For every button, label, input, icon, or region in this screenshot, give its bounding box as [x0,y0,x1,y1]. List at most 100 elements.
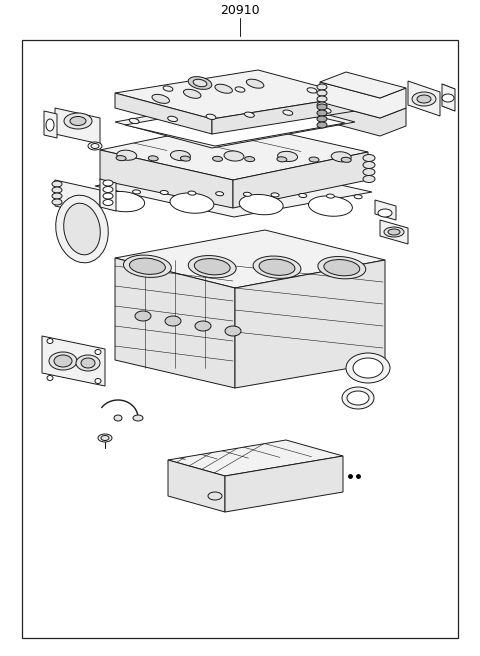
Ellipse shape [225,326,241,336]
Ellipse shape [318,256,366,279]
Ellipse shape [244,112,254,117]
Ellipse shape [103,186,113,192]
Ellipse shape [81,358,95,368]
Ellipse shape [324,260,360,276]
Ellipse shape [163,86,173,91]
Polygon shape [115,230,385,288]
Ellipse shape [88,142,102,150]
Ellipse shape [347,391,369,405]
Polygon shape [320,72,406,98]
Ellipse shape [47,338,53,344]
Ellipse shape [299,194,307,197]
Ellipse shape [309,157,319,162]
Ellipse shape [317,90,327,96]
Ellipse shape [116,155,126,161]
Ellipse shape [206,114,216,119]
Ellipse shape [129,118,139,123]
Ellipse shape [114,415,122,421]
Ellipse shape [54,355,72,367]
Ellipse shape [103,193,113,199]
Ellipse shape [245,157,255,161]
Ellipse shape [417,95,431,103]
Polygon shape [55,180,100,216]
Polygon shape [100,122,368,180]
Ellipse shape [331,152,351,162]
Ellipse shape [103,180,113,186]
Ellipse shape [384,227,404,237]
Ellipse shape [52,181,62,187]
Polygon shape [212,96,355,134]
Ellipse shape [64,113,92,129]
Polygon shape [44,111,57,138]
Ellipse shape [95,379,101,384]
Ellipse shape [277,157,287,162]
Polygon shape [380,220,408,244]
Ellipse shape [132,190,141,194]
Ellipse shape [243,192,252,196]
Ellipse shape [133,415,143,421]
Ellipse shape [188,256,236,278]
Ellipse shape [95,350,101,354]
Ellipse shape [56,195,108,263]
Polygon shape [115,93,212,134]
Ellipse shape [52,193,62,199]
Ellipse shape [135,311,151,321]
Ellipse shape [317,116,327,122]
Ellipse shape [193,79,207,87]
Polygon shape [95,161,372,217]
Ellipse shape [356,360,380,376]
Ellipse shape [49,352,77,370]
Ellipse shape [76,355,100,371]
Polygon shape [115,96,355,148]
Ellipse shape [180,156,191,161]
Ellipse shape [253,256,301,278]
Ellipse shape [224,151,244,161]
Ellipse shape [363,169,375,176]
Polygon shape [442,84,455,111]
Polygon shape [375,200,396,220]
Ellipse shape [91,144,99,148]
Ellipse shape [64,203,100,255]
Ellipse shape [170,193,214,213]
Ellipse shape [259,259,295,276]
Ellipse shape [246,79,264,88]
Ellipse shape [195,321,211,331]
Ellipse shape [307,88,317,93]
Polygon shape [100,179,116,211]
Text: 20910: 20910 [220,5,260,18]
Ellipse shape [353,358,383,378]
Ellipse shape [152,94,169,104]
Ellipse shape [215,84,232,93]
Polygon shape [225,456,343,512]
Ellipse shape [52,199,62,205]
Polygon shape [168,460,225,512]
Polygon shape [233,152,368,208]
Polygon shape [320,102,406,136]
Ellipse shape [378,209,392,217]
Ellipse shape [165,316,181,326]
Ellipse shape [101,192,144,212]
Ellipse shape [168,116,178,121]
Ellipse shape [317,110,327,116]
Ellipse shape [183,89,201,98]
Ellipse shape [98,434,112,442]
Ellipse shape [103,199,113,205]
Ellipse shape [117,150,137,160]
Ellipse shape [47,375,53,380]
Ellipse shape [342,387,374,409]
Ellipse shape [341,157,351,162]
Ellipse shape [317,102,327,108]
Ellipse shape [277,152,298,161]
Ellipse shape [105,190,113,194]
Ellipse shape [317,122,327,128]
Ellipse shape [283,110,293,115]
Ellipse shape [363,176,375,182]
Polygon shape [168,440,343,476]
Ellipse shape [148,156,158,161]
Ellipse shape [388,229,400,235]
Ellipse shape [235,87,245,92]
Ellipse shape [326,194,335,198]
Ellipse shape [188,77,212,89]
Ellipse shape [52,187,62,193]
Polygon shape [235,260,385,388]
